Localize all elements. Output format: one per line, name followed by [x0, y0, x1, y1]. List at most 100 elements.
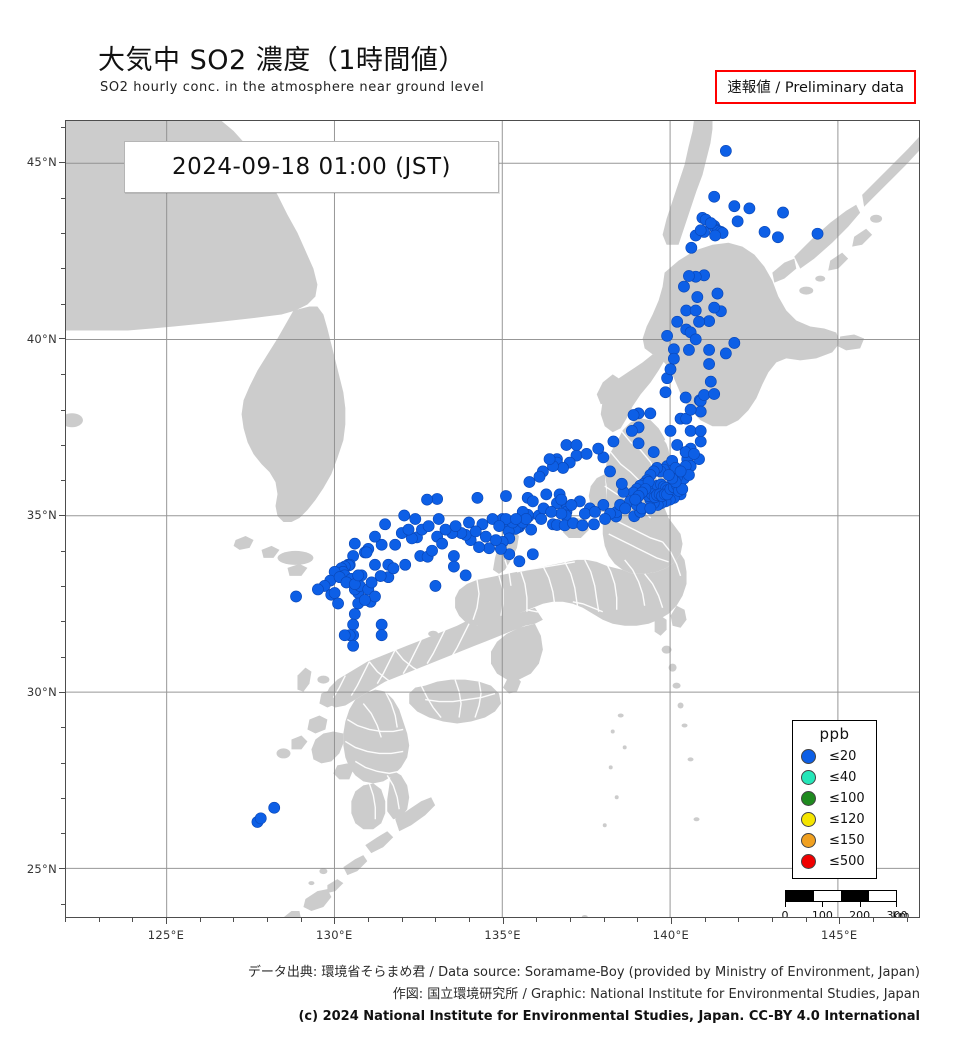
station-marker[interactable]	[580, 447, 593, 460]
station-marker[interactable]	[399, 558, 412, 571]
station-marker[interactable]	[811, 227, 824, 240]
station-marker[interactable]	[540, 488, 553, 501]
station-marker[interactable]	[679, 391, 692, 404]
station-marker[interactable]	[525, 523, 537, 536]
station-marker[interactable]	[772, 231, 784, 244]
station-marker[interactable]	[570, 439, 583, 451]
station-marker[interactable]	[684, 425, 697, 437]
station-marker[interactable]	[694, 405, 707, 418]
station-marker[interactable]	[671, 315, 684, 328]
station-marker[interactable]	[683, 344, 695, 356]
station-marker[interactable]	[708, 190, 721, 203]
station-marker[interactable]	[694, 435, 707, 448]
station-marker[interactable]	[662, 469, 675, 481]
station-marker[interactable]	[671, 439, 684, 451]
station-marker[interactable]	[607, 435, 620, 448]
station-marker[interactable]	[379, 518, 391, 531]
station-marker[interactable]	[688, 447, 700, 460]
station-marker[interactable]	[473, 541, 485, 554]
station-marker[interactable]	[758, 226, 771, 238]
legend-row[interactable]: ≤40	[793, 767, 876, 788]
station-markers-layer[interactable]	[251, 145, 824, 828]
station-marker[interactable]	[389, 538, 402, 551]
station-marker[interactable]	[576, 519, 589, 532]
station-marker[interactable]	[615, 477, 628, 490]
station-marker[interactable]	[526, 548, 539, 561]
legend-row[interactable]: ≤100	[793, 788, 876, 809]
station-marker[interactable]	[500, 490, 512, 502]
station-marker[interactable]	[644, 407, 657, 420]
station-marker[interactable]	[667, 352, 680, 365]
station-marker[interactable]	[555, 507, 568, 520]
legend-row[interactable]: ≤120	[793, 809, 876, 830]
station-marker[interactable]	[448, 550, 460, 562]
station-marker[interactable]	[494, 543, 507, 555]
station-marker[interactable]	[369, 590, 381, 603]
station-marker[interactable]	[426, 544, 438, 557]
station-marker[interactable]	[589, 506, 601, 518]
station-marker[interactable]	[694, 224, 707, 237]
station-marker[interactable]	[644, 502, 657, 515]
station-marker[interactable]	[674, 465, 687, 478]
station-marker[interactable]	[422, 520, 435, 532]
station-marker[interactable]	[684, 403, 697, 416]
station-marker[interactable]	[359, 594, 371, 606]
station-marker[interactable]	[526, 495, 539, 508]
station-marker[interactable]	[432, 513, 445, 525]
station-marker[interactable]	[503, 548, 516, 561]
station-marker[interactable]	[664, 363, 677, 376]
station-marker[interactable]	[328, 587, 341, 599]
station-marker[interactable]	[312, 583, 324, 596]
station-marker[interactable]	[694, 425, 707, 437]
station-marker[interactable]	[493, 520, 506, 532]
station-marker[interactable]	[709, 229, 722, 242]
station-marker[interactable]	[374, 570, 387, 582]
station-marker[interactable]	[597, 499, 610, 511]
station-marker[interactable]	[588, 518, 600, 531]
station-marker[interactable]	[268, 801, 281, 814]
station-marker[interactable]	[254, 812, 267, 825]
station-marker[interactable]	[703, 358, 715, 370]
station-marker[interactable]	[449, 520, 462, 532]
station-marker[interactable]	[402, 523, 415, 536]
station-marker[interactable]	[719, 347, 732, 360]
station-marker[interactable]	[348, 537, 361, 550]
station-marker[interactable]	[387, 562, 400, 575]
station-marker[interactable]	[520, 513, 533, 525]
station-marker[interactable]	[678, 280, 690, 293]
station-marker[interactable]	[604, 465, 616, 478]
station-marker[interactable]	[691, 291, 704, 303]
station-marker[interactable]	[398, 509, 411, 522]
station-marker[interactable]	[463, 516, 475, 529]
station-marker[interactable]	[703, 315, 715, 327]
station-marker[interactable]	[592, 442, 605, 455]
station-marker[interactable]	[436, 537, 449, 550]
station-marker[interactable]	[557, 462, 569, 474]
legend-row[interactable]: ≤20	[793, 746, 876, 767]
station-marker[interactable]	[661, 329, 673, 342]
station-marker[interactable]	[708, 388, 721, 400]
station-marker[interactable]	[704, 375, 717, 388]
station-marker[interactable]	[703, 344, 715, 356]
station-marker[interactable]	[719, 145, 732, 157]
station-marker[interactable]	[743, 202, 756, 215]
legend-row[interactable]: ≤150	[793, 830, 876, 851]
station-marker[interactable]	[629, 493, 642, 506]
station-marker[interactable]	[711, 287, 724, 300]
station-marker[interactable]	[469, 525, 482, 538]
station-marker[interactable]	[375, 618, 388, 631]
station-marker[interactable]	[704, 217, 717, 230]
map-plot-area[interactable]: 2024-09-18 01:00 (JST) ppb ≤20 ≤40 ≤100 ≤12…	[65, 120, 920, 918]
station-marker[interactable]	[375, 538, 388, 551]
station-marker[interactable]	[535, 513, 548, 525]
station-marker[interactable]	[439, 523, 452, 536]
station-marker[interactable]	[560, 439, 573, 451]
station-marker[interactable]	[599, 513, 611, 525]
station-marker[interactable]	[708, 301, 721, 314]
station-marker[interactable]	[578, 507, 591, 520]
station-marker[interactable]	[664, 425, 677, 437]
station-marker[interactable]	[693, 315, 705, 328]
station-marker[interactable]	[347, 639, 360, 652]
station-marker[interactable]	[347, 618, 360, 631]
station-marker[interactable]	[375, 629, 388, 642]
